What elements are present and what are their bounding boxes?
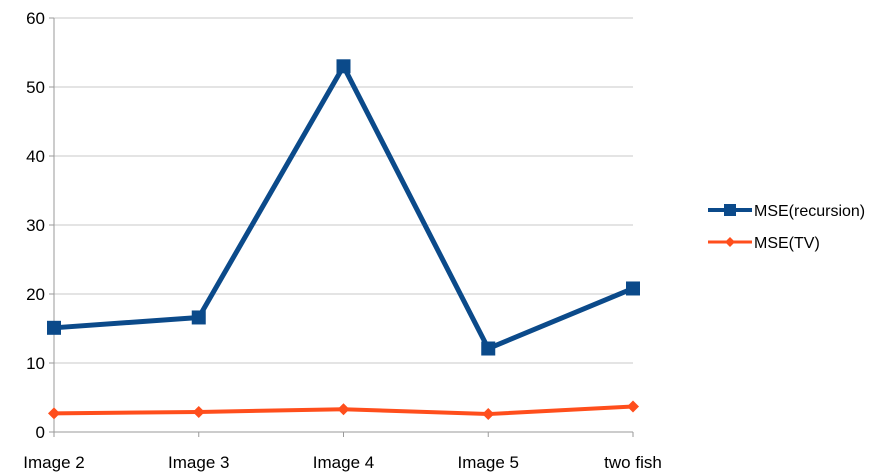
data-point-diamond [192,405,205,418]
x-tick-label: Image 5 [458,453,519,472]
y-tick-label: 60 [26,9,45,28]
y-tick-label: 40 [26,147,45,166]
data-point-diamond [337,403,350,416]
data-point-square [481,341,496,356]
legend-item-1: MSE(TV) [708,235,820,252]
data-point-diamond [482,408,495,421]
data-point-square [336,59,351,74]
series-1 [48,400,639,421]
axes: 0 10 20 30 40 50 60 Image 2 Image 3 Image 4 Image … [23,9,662,472]
series-line [51,63,636,352]
x-tick-label: two fish [604,453,662,472]
y-tick-label: 20 [26,285,45,304]
gridlines [54,17,633,364]
y-tick-label: 0 [36,423,45,442]
legend-marker-diamond [725,237,735,247]
legend: MSE(recursion) MSE(TV) [708,203,865,252]
series-lines [47,59,640,421]
x-tick-label: Image 3 [168,453,229,472]
data-point-square [191,310,206,325]
legend-item-0: MSE(recursion) [708,203,865,220]
x-tick-label: Image 4 [313,453,374,472]
legend-label: MSE(TV) [754,235,820,252]
data-point-diamond [627,400,639,413]
legend-marker-square [724,204,736,216]
series-0 [47,59,640,356]
data-point-square [626,281,640,296]
x-tick-label: Image 2 [23,453,84,472]
legend-label: MSE(recursion) [754,203,865,220]
data-point-square [47,320,61,335]
y-tick-label: 50 [26,78,45,97]
data-point-diamond [48,407,60,420]
y-tick-label: 30 [26,216,45,235]
y-tick-label: 10 [26,354,45,373]
